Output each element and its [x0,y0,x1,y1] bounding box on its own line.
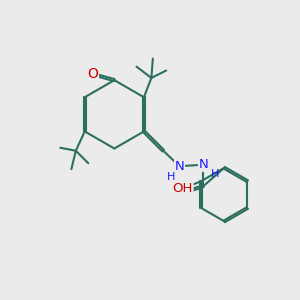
Text: N: N [175,160,184,173]
Text: O: O [182,184,193,199]
Text: O: O [88,67,98,81]
Text: H: H [211,169,219,179]
Text: H: H [167,172,175,182]
Text: OH: OH [172,182,193,195]
Text: N: N [199,158,208,171]
